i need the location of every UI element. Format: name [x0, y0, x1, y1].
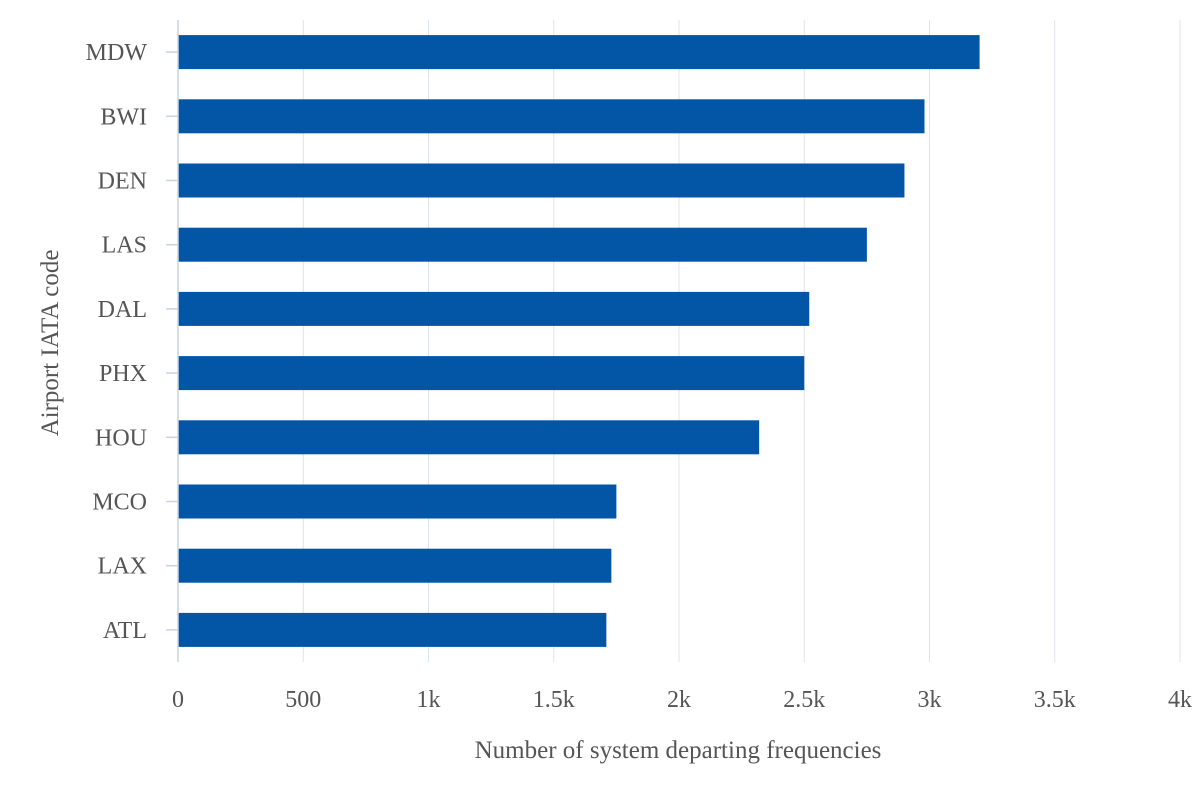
- bar-bwi: [178, 99, 925, 134]
- x-axis-title: Number of system departing frequencies: [475, 737, 882, 764]
- tick-labels: 0 500 1k 1.5k 2k 2.5k 3k 3.5k 4k MDW BWI DEN LAS DAL P…: [86, 40, 1192, 713]
- x-tick-label: 3.5k: [1034, 687, 1076, 713]
- bar-dal: [178, 291, 810, 326]
- bar-mdw: [178, 35, 980, 70]
- bar-atl: [178, 612, 607, 647]
- y-tick-label: ATL: [103, 618, 147, 644]
- y-tick-label: DEN: [98, 169, 147, 195]
- bar-phx: [178, 356, 805, 391]
- x-tick-label: 1.5k: [533, 687, 575, 713]
- x-tick-label: 2.5k: [783, 687, 825, 713]
- bar-den: [178, 163, 905, 198]
- x-tick-label: 2k: [667, 687, 691, 713]
- bar-mco: [178, 484, 617, 519]
- x-tick-label: 0: [172, 687, 184, 713]
- bars: [178, 35, 980, 647]
- y-axis-title: Airport IATA code: [37, 250, 64, 437]
- y-tick-label: LAS: [102, 233, 147, 259]
- x-tick-label: 4k: [1168, 687, 1192, 713]
- y-tick-label: MCO: [92, 490, 147, 516]
- x-tick-label: 3k: [918, 687, 942, 713]
- bar-las: [178, 227, 867, 262]
- y-tick-label: HOU: [95, 425, 147, 451]
- y-tick-label: BWI: [100, 104, 147, 130]
- y-tick-label: LAX: [98, 554, 147, 580]
- x-tick-label: 500: [285, 687, 321, 713]
- x-tick-label: 1k: [417, 687, 441, 713]
- bar-hou: [178, 420, 760, 455]
- bar-lax: [178, 548, 612, 583]
- y-tick-label: DAL: [98, 297, 147, 323]
- y-tick-label: PHX: [99, 361, 147, 387]
- y-tick-label: MDW: [86, 40, 148, 66]
- axes: [166, 20, 179, 662]
